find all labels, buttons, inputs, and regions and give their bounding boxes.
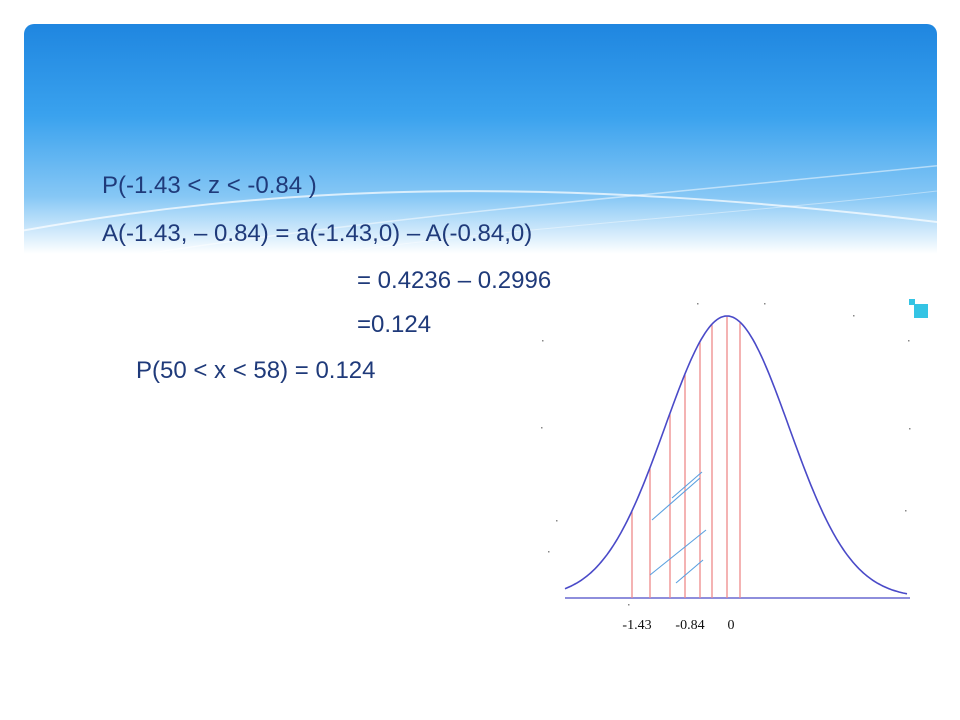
scan-dot-8	[556, 520, 558, 522]
scan-dot-2	[853, 315, 855, 317]
tick-label-neg-0-84: -0.84	[675, 618, 704, 633]
header-swoosh-decoration	[24, 164, 937, 254]
area-equation: A(-1.43, – 0.84) = a(-1.43,0) – A(-0.84,…	[102, 220, 533, 247]
scan-dot-3	[908, 340, 910, 342]
tick-label-zero: 0	[728, 618, 735, 633]
hatch-line-3	[671, 471, 703, 499]
normal-curve-line	[564, 315, 908, 595]
scan-dot-1	[764, 303, 766, 305]
scan-dot-5	[905, 510, 907, 512]
scan-dot-4	[909, 428, 911, 430]
x-probability-result: P(50 < x < 58) = 0.124	[136, 357, 376, 384]
scan-dot-0	[697, 303, 699, 305]
slide-header-banner	[24, 24, 937, 254]
hatch-line-2	[675, 559, 704, 584]
probability-statement: P(-1.43 < z < -0.84 )	[102, 172, 317, 199]
scan-dot-10	[628, 604, 630, 606]
area-result: =0.124	[357, 311, 432, 338]
slide-bullet-marker	[909, 299, 928, 318]
hatch-line-1	[649, 529, 707, 576]
hatch-line-0	[651, 477, 701, 521]
scan-dot-6	[542, 340, 544, 342]
scan-dot-7	[541, 427, 543, 429]
scan-dot-9	[548, 551, 550, 553]
tick-label-neg-1-43: -1.43	[622, 618, 651, 633]
area-subtraction: = 0.4236 – 0.2996	[357, 267, 552, 294]
